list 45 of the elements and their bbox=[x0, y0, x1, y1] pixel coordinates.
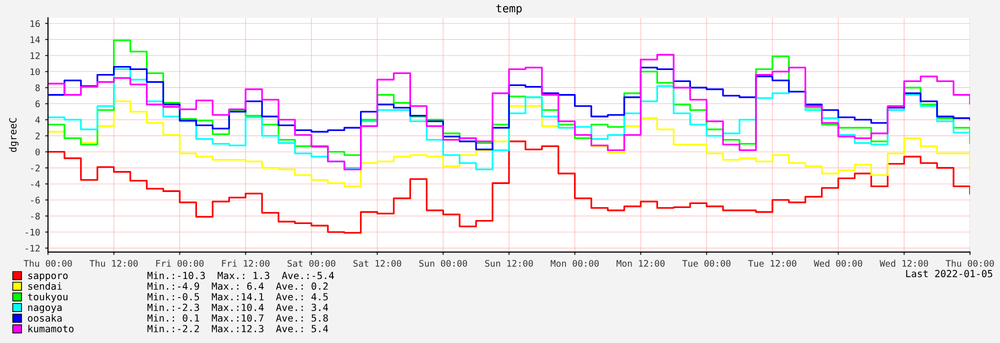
chart-title: temp bbox=[496, 4, 522, 15]
legend-label: nagoya bbox=[28, 305, 62, 313]
legend-label: oosaka bbox=[28, 314, 62, 322]
y-tick-label: -8 bbox=[31, 212, 40, 220]
x-tick-label: Tue 12:00 bbox=[748, 260, 796, 267]
legend-label: sapporo bbox=[28, 274, 68, 282]
y-tick-label: 16 bbox=[30, 20, 40, 28]
legend-label: kumamoto bbox=[28, 324, 74, 332]
y-tick-label: 12 bbox=[30, 52, 40, 59]
y-tick-label: 8 bbox=[36, 84, 40, 92]
x-tick-label: Wed 00:00 bbox=[814, 260, 862, 267]
y-tick-label: 14 bbox=[30, 36, 40, 43]
text: Min.: 0.1 Max.:10.7 Ave.: 5.8 bbox=[147, 314, 328, 322]
x-tick-label: Sun 00:00 bbox=[419, 260, 468, 267]
x-tick-label: Fri 12:00 bbox=[222, 260, 270, 267]
x-tick-label: Sun 12:00 bbox=[485, 260, 533, 267]
text: Min.:-2.2 Max.:12.3 Ave.: 5.4 bbox=[147, 324, 328, 332]
x-tick-label: Mon 12:00 bbox=[616, 260, 665, 267]
x-tick-label: Sat 12:00 bbox=[353, 260, 402, 267]
x-tick-label: Thu 12:00 bbox=[90, 260, 138, 267]
y-tick-label: 6 bbox=[36, 100, 40, 108]
text: Min.:-0.5 Max.:14.1 Ave.: 4.5 bbox=[147, 292, 328, 300]
x-tick-label: Mon 00:00 bbox=[550, 260, 599, 267]
text: Last 2022-01-05 bbox=[906, 270, 992, 278]
x-tick-label: Thu 00:00 bbox=[24, 260, 72, 267]
y-tick-label: -4 bbox=[31, 180, 40, 188]
y-tick-label: 10 bbox=[30, 68, 40, 76]
y-tick-label: 4 bbox=[35, 116, 40, 124]
y-tick-label: -6 bbox=[31, 196, 40, 204]
x-tick-label: Tue 00:00 bbox=[682, 260, 730, 267]
legend-label: sendai bbox=[28, 282, 62, 290]
y-axis-title: dgreeC bbox=[9, 118, 18, 152]
text: Min.:-2.3 Max.:10.4 Ave.: 3.4 bbox=[147, 304, 328, 312]
y-tick-label: -2 bbox=[31, 164, 40, 172]
x-tick-label: Sat 00:00 bbox=[288, 260, 336, 267]
x-tick-label: Fri 00:00 bbox=[156, 260, 204, 267]
text: Min.:-10.3 Max.: 1.3 Ave.:-5.4 bbox=[147, 272, 334, 280]
y-tick-label: 2 bbox=[36, 132, 40, 140]
y-tick-label: -12 bbox=[26, 244, 40, 252]
text: Min.:-4.9 Max.: 6.4 Ave.: 0.2 bbox=[147, 282, 328, 290]
x-tick-label: Wed 12:00 bbox=[880, 260, 928, 267]
y-tick-label: 0 bbox=[36, 148, 40, 156]
x-tick-label: Thu 00:00 bbox=[946, 260, 994, 267]
legend-label: toukyou bbox=[28, 292, 68, 302]
y-tick-label: -10 bbox=[26, 228, 40, 236]
